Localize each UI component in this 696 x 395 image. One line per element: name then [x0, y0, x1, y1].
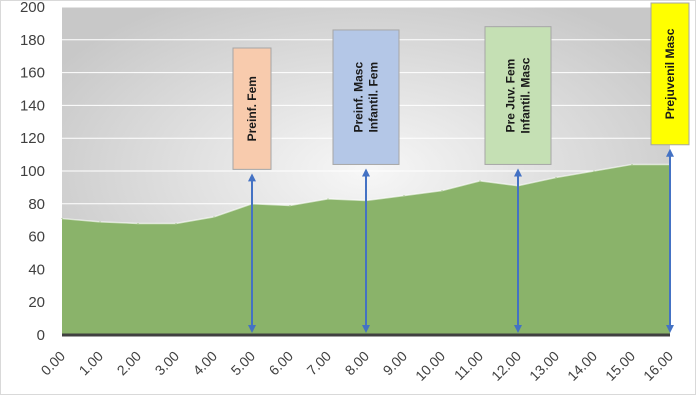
x-axis-ticks: 0.00 1.00 2.00 3.00 4.00 5.00 6.00 7.00 8.00 9.00…: [38, 348, 677, 384]
y-tick-label: 60: [28, 229, 45, 246]
data-point: [175, 222, 177, 224]
y-tick-label: 160: [20, 65, 45, 82]
y-tick-label: 120: [20, 130, 45, 147]
data-point: [327, 198, 329, 200]
x-tick-label: 7.00: [304, 348, 335, 379]
x-tick-label: 8.00: [342, 348, 373, 379]
data-point: [99, 221, 101, 223]
x-tick-label: 5.00: [228, 348, 259, 379]
x-tick-label: 0.00: [38, 348, 69, 379]
data-point: [289, 204, 291, 206]
annotation-4: Prejuvenil Masc: [650, 2, 690, 333]
annotation-box: [232, 47, 272, 170]
y-tick-label: 20: [28, 294, 45, 311]
annotations: Preinf. Fem Preinf. Masc Infantil. Fem Pre …: [232, 2, 690, 333]
x-tick-label: 1.00: [76, 348, 107, 379]
x-tick-label: 13.00: [526, 348, 562, 384]
x-tick-label: 2.00: [114, 348, 145, 379]
annotation-label: Preinf. Fem: [245, 76, 259, 141]
x-tick-label: 4.00: [190, 348, 221, 379]
annotation-1: Preinf. Fem: [232, 47, 272, 333]
x-tick-label: 11.00: [451, 348, 487, 384]
y-tick-label: 180: [20, 32, 45, 49]
x-tick-label: 6.00: [266, 348, 297, 379]
y-tick-label: 80: [28, 196, 45, 213]
data-point: [61, 218, 63, 220]
y-tick-label: 100: [20, 163, 45, 180]
y-tick-label: 140: [20, 97, 45, 114]
data-point: [137, 222, 139, 224]
annotation-box: [650, 2, 690, 146]
annotation-label: Pre Juv. Fem: [504, 59, 518, 133]
data-point: [403, 195, 405, 197]
data-point: [441, 190, 443, 192]
annotation-label: Infantil. Masc: [519, 57, 533, 133]
x-tick-label: 12.00: [488, 348, 524, 384]
y-axis-ticks: 0 20 40 60 80 100 120 140 160 180 200: [20, 1, 45, 344]
y-tick-label: 0: [37, 327, 45, 344]
data-point: [213, 216, 215, 218]
y-tick-label: 200: [20, 1, 45, 16]
x-tick-label: 10.00: [412, 348, 448, 384]
x-tick-label: 3.00: [152, 348, 183, 379]
x-tick-label: 15.00: [602, 348, 638, 384]
x-tick-label: 9.00: [380, 348, 411, 379]
annotation-2: Preinf. Masc Infantil. Fem: [332, 29, 400, 333]
annotation-box: [332, 29, 400, 165]
annotation-box: [484, 26, 552, 165]
annotation-label: Prejuvenil Masc: [663, 28, 677, 119]
data-point: [631, 163, 633, 165]
data-point: [555, 177, 557, 179]
annotation-label: Preinf. Masc: [352, 62, 366, 133]
annotation-3: Pre Juv. Fem Infantil. Masc: [484, 26, 552, 333]
x-tick-label: 16.00: [640, 348, 676, 384]
x-tick-label: 14.00: [564, 348, 600, 384]
data-point: [479, 180, 481, 182]
annotation-label: Infantil. Fem: [367, 62, 381, 133]
y-tick-label: 40: [28, 261, 45, 278]
data-point: [593, 170, 595, 172]
